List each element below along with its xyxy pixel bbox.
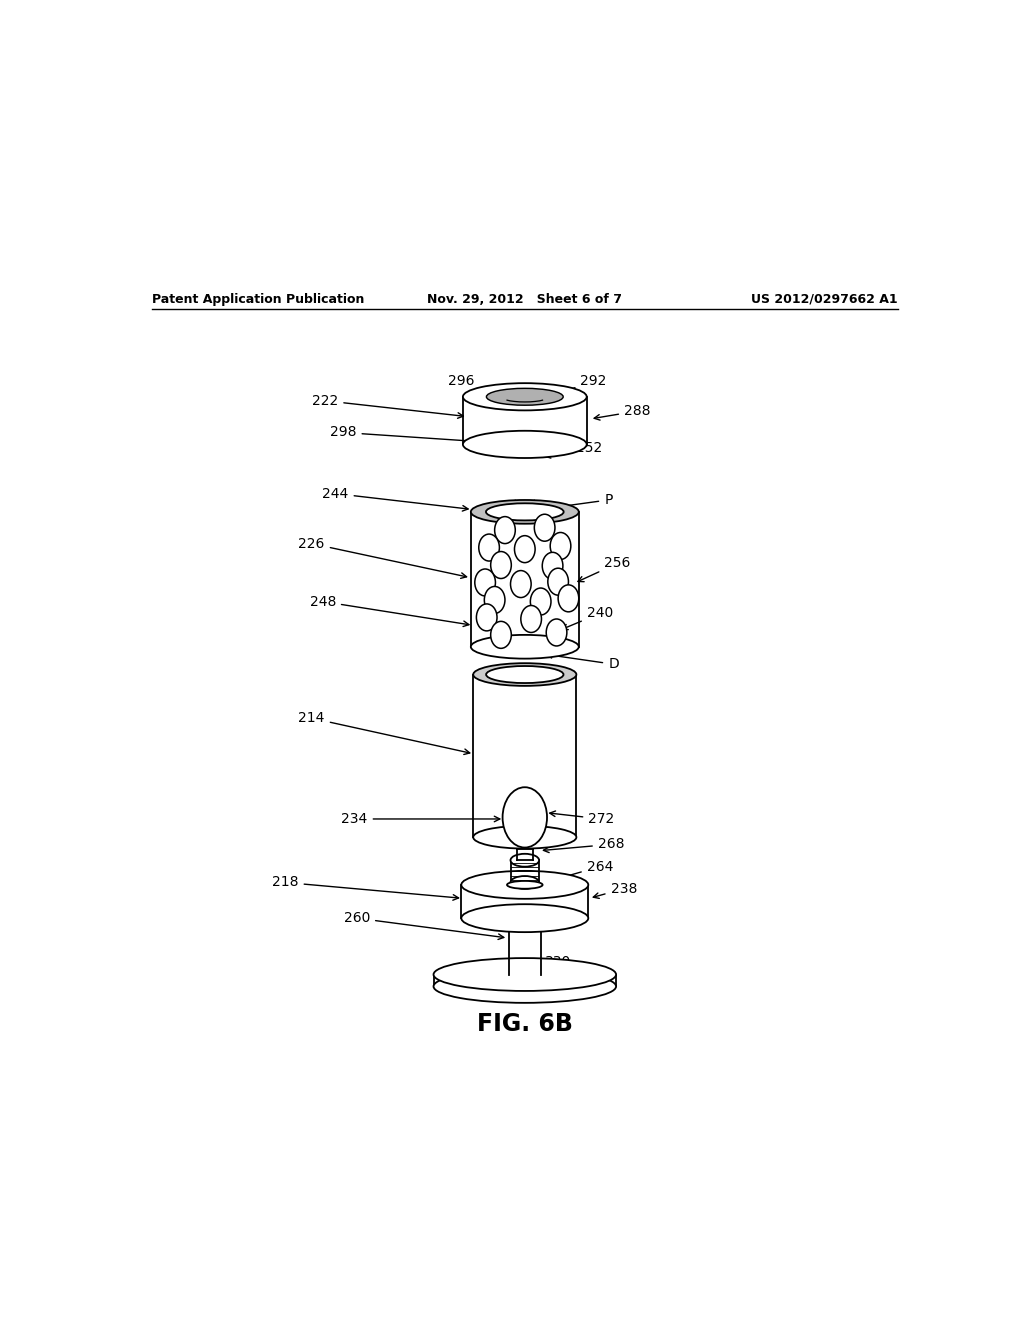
Text: P: P bbox=[544, 492, 612, 511]
Ellipse shape bbox=[484, 586, 505, 614]
Ellipse shape bbox=[433, 958, 616, 991]
Ellipse shape bbox=[548, 568, 568, 595]
Ellipse shape bbox=[503, 787, 547, 847]
Ellipse shape bbox=[535, 515, 555, 541]
Text: 268: 268 bbox=[544, 837, 625, 853]
Ellipse shape bbox=[473, 826, 577, 849]
Ellipse shape bbox=[471, 635, 579, 659]
Text: 256: 256 bbox=[578, 557, 631, 582]
Ellipse shape bbox=[486, 388, 563, 405]
Text: 288: 288 bbox=[594, 404, 650, 420]
Ellipse shape bbox=[473, 663, 577, 686]
Text: 296: 296 bbox=[449, 374, 495, 393]
Text: 298: 298 bbox=[330, 425, 481, 444]
Ellipse shape bbox=[511, 570, 531, 598]
Ellipse shape bbox=[550, 532, 570, 560]
Ellipse shape bbox=[511, 876, 539, 888]
Ellipse shape bbox=[463, 383, 587, 411]
Ellipse shape bbox=[461, 871, 588, 899]
Ellipse shape bbox=[486, 667, 563, 682]
Ellipse shape bbox=[461, 904, 588, 932]
Ellipse shape bbox=[511, 854, 539, 867]
Text: 226: 226 bbox=[298, 537, 467, 578]
Polygon shape bbox=[461, 884, 588, 919]
Text: FIG. 6B: FIG. 6B bbox=[477, 1011, 572, 1036]
Text: US 2012/0297662 A1: US 2012/0297662 A1 bbox=[752, 293, 898, 306]
Text: Nov. 29, 2012   Sheet 6 of 7: Nov. 29, 2012 Sheet 6 of 7 bbox=[427, 293, 623, 306]
Text: 238: 238 bbox=[593, 882, 637, 899]
Text: 234: 234 bbox=[341, 812, 500, 826]
Ellipse shape bbox=[507, 880, 543, 888]
Text: 218: 218 bbox=[272, 875, 459, 900]
Ellipse shape bbox=[479, 535, 500, 561]
Ellipse shape bbox=[543, 552, 563, 579]
Ellipse shape bbox=[490, 552, 511, 578]
Text: 244: 244 bbox=[323, 487, 468, 511]
Ellipse shape bbox=[514, 536, 536, 562]
Text: 330: 330 bbox=[537, 954, 571, 973]
Ellipse shape bbox=[530, 587, 551, 615]
Text: 214: 214 bbox=[298, 711, 470, 755]
Text: 240: 240 bbox=[562, 606, 613, 630]
Text: 252: 252 bbox=[545, 441, 603, 458]
Text: 260: 260 bbox=[344, 911, 504, 940]
Text: 264: 264 bbox=[544, 859, 613, 884]
Text: 248: 248 bbox=[309, 594, 469, 627]
Ellipse shape bbox=[475, 569, 496, 595]
Text: D: D bbox=[547, 652, 618, 671]
Ellipse shape bbox=[486, 503, 563, 520]
Text: 222: 222 bbox=[312, 393, 463, 418]
Ellipse shape bbox=[495, 516, 515, 544]
Ellipse shape bbox=[433, 970, 616, 1003]
Ellipse shape bbox=[476, 605, 497, 631]
Ellipse shape bbox=[558, 585, 579, 612]
Ellipse shape bbox=[490, 622, 511, 648]
Text: 272: 272 bbox=[550, 810, 614, 826]
Ellipse shape bbox=[509, 911, 541, 923]
Ellipse shape bbox=[521, 606, 542, 632]
Ellipse shape bbox=[471, 500, 579, 524]
Ellipse shape bbox=[463, 430, 587, 458]
Text: Patent Application Publication: Patent Application Publication bbox=[152, 293, 365, 306]
Polygon shape bbox=[433, 974, 616, 986]
Text: 292: 292 bbox=[560, 374, 607, 393]
Ellipse shape bbox=[546, 619, 567, 645]
